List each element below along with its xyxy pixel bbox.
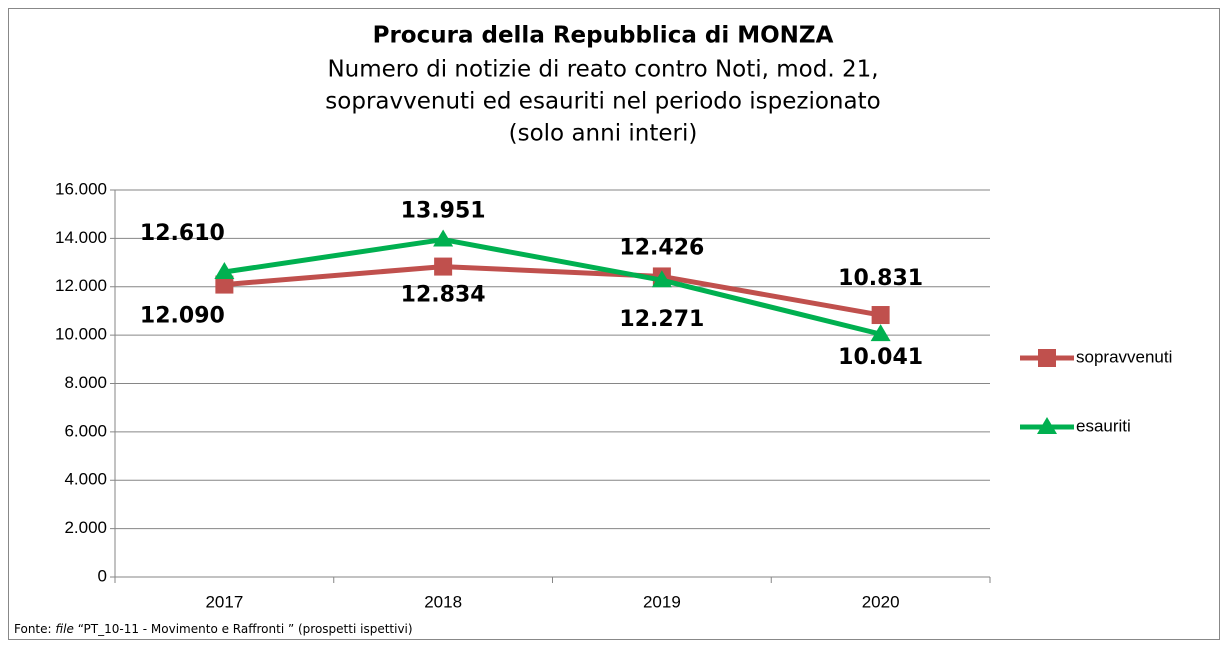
data-point bbox=[434, 257, 453, 276]
footer-prefix: Fonte: bbox=[14, 622, 52, 636]
series-line bbox=[224, 264, 882, 318]
chart-border bbox=[8, 8, 1220, 640]
data-label: 10.041 bbox=[838, 345, 923, 370]
data-label: 12.426 bbox=[619, 235, 704, 260]
y-tick-label: 0 bbox=[98, 566, 107, 585]
x-tick-label: 2019 bbox=[643, 592, 681, 611]
y-tick-label: 6.000 bbox=[64, 421, 107, 440]
footer-emphasis: file bbox=[55, 622, 73, 636]
data-label: 10.831 bbox=[838, 266, 923, 291]
data-label: 12.090 bbox=[140, 304, 225, 329]
chart-subtitle: sopravvenuti ed esauriti nel periodo isp… bbox=[325, 89, 880, 115]
y-tick-label: 4.000 bbox=[64, 470, 107, 489]
footer: Fonte: file “PT_10-11 - Movimento e Raff… bbox=[14, 622, 413, 636]
chart-subtitle: (solo anni interi) bbox=[509, 121, 698, 147]
series-line bbox=[224, 237, 882, 337]
y-tick-label: 14.000 bbox=[55, 228, 107, 247]
y-tick-label: 12.000 bbox=[55, 276, 107, 295]
legend-marker bbox=[1037, 417, 1057, 434]
data-point bbox=[433, 229, 454, 247]
chart-subtitle: Numero di notizie di reato contro Noti, … bbox=[327, 57, 878, 83]
data-point bbox=[871, 306, 890, 325]
y-tick-label: 2.000 bbox=[64, 518, 107, 537]
x-tick-label: 2020 bbox=[862, 592, 900, 611]
data-label: 12.610 bbox=[140, 221, 225, 246]
y-tick-label: 8.000 bbox=[64, 373, 107, 392]
data-label: 12.834 bbox=[401, 283, 486, 308]
legend-label: sopravvenuti bbox=[1076, 347, 1172, 366]
y-tick-label: 10.000 bbox=[55, 325, 107, 344]
data-label: 13.951 bbox=[401, 199, 486, 224]
y-tick-label: 16.000 bbox=[55, 179, 107, 198]
data-point bbox=[870, 324, 891, 342]
data-point bbox=[215, 275, 234, 294]
x-tick-label: 2017 bbox=[205, 592, 243, 611]
data-point bbox=[214, 261, 235, 279]
legend-label: esauriti bbox=[1076, 416, 1131, 435]
x-tick-label: 2018 bbox=[424, 592, 462, 611]
footer-rest: “PT_10-11 - Movimento e Raffronti ” (pro… bbox=[78, 622, 413, 636]
chart-title: Procura della Repubblica di MONZA bbox=[373, 23, 834, 49]
data-point bbox=[651, 270, 672, 288]
legend-marker bbox=[1038, 349, 1056, 367]
data-label: 12.271 bbox=[619, 307, 704, 332]
